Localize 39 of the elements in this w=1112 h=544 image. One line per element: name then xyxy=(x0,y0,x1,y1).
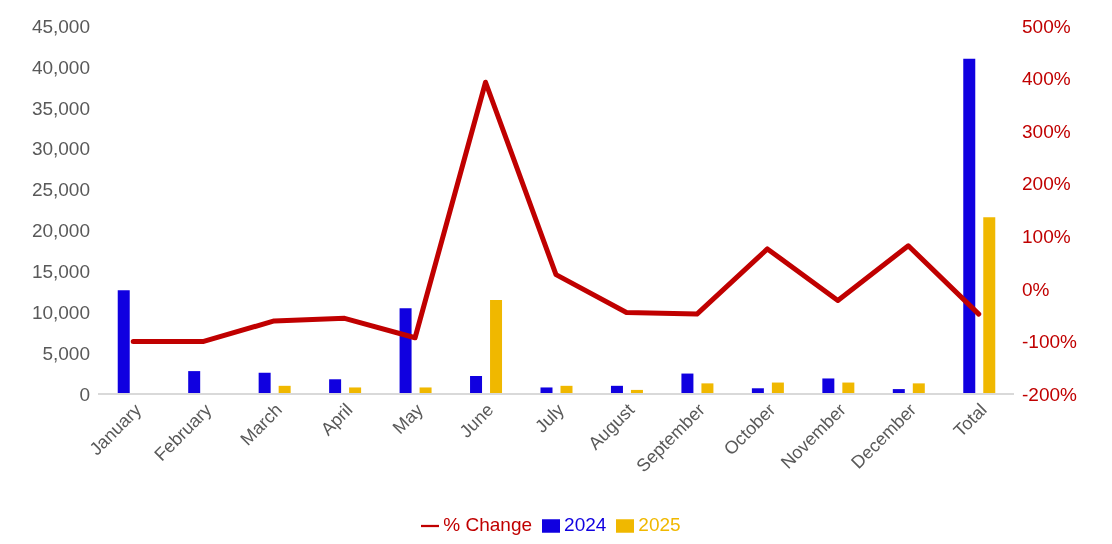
y2-tick-label: 500% xyxy=(1022,15,1071,37)
bar xyxy=(822,378,835,394)
y2-tick-label: 400% xyxy=(1022,68,1071,90)
x-tick-label: May xyxy=(388,399,427,438)
bar xyxy=(419,387,432,394)
bar xyxy=(490,299,503,394)
y2-tick-label: 100% xyxy=(1022,226,1071,248)
y-tick-label: 5,000 xyxy=(42,342,90,364)
bar xyxy=(349,387,362,394)
bar xyxy=(117,290,130,394)
legend-label: % Change xyxy=(443,514,533,535)
bar xyxy=(912,383,925,394)
bar xyxy=(983,217,996,394)
y-tick-label: 40,000 xyxy=(31,56,90,78)
y2-tick-label: 300% xyxy=(1022,120,1071,142)
bar xyxy=(470,376,483,394)
y-tick-label: 45,000 xyxy=(31,15,90,37)
bar xyxy=(258,372,271,394)
y2-tick-label: 200% xyxy=(1022,173,1071,195)
bar xyxy=(963,58,976,394)
y-tick-label: 15,000 xyxy=(31,261,90,283)
bar xyxy=(681,373,694,394)
y-tick-label: 10,000 xyxy=(31,301,90,323)
y-tick-label: 35,000 xyxy=(31,97,90,119)
x-tick-label: July xyxy=(531,399,568,437)
bar xyxy=(701,383,714,394)
y2-tick-label: 0% xyxy=(1022,278,1050,300)
legend-label: 2024 xyxy=(564,514,607,535)
bar xyxy=(188,371,201,394)
bar xyxy=(540,387,553,394)
y-tick-label: 30,000 xyxy=(31,138,90,160)
y-tick-label: 0 xyxy=(79,383,90,405)
y-tick-label: 20,000 xyxy=(31,220,90,242)
bar xyxy=(329,379,342,394)
y-tick-label: 25,000 xyxy=(31,179,90,201)
y2-tick-label: -100% xyxy=(1022,331,1078,353)
y2-tick-label: -200% xyxy=(1022,383,1078,405)
legend-label: 2025 xyxy=(638,514,681,535)
bar xyxy=(399,308,412,394)
